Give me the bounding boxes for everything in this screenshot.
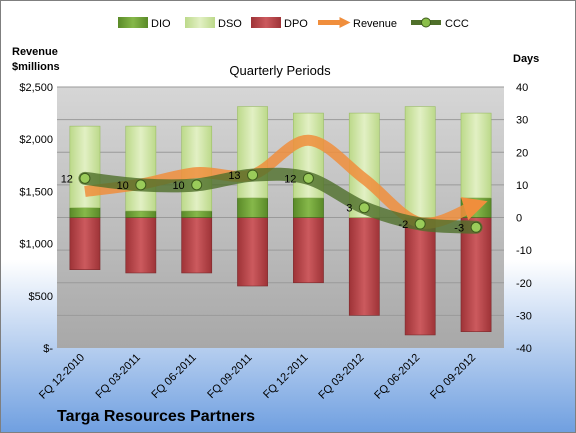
bar-dpo [69, 217, 101, 271]
right-tick-label: -30 [516, 310, 532, 322]
bar-dso [404, 106, 436, 218]
left-tick-label: $1,500 [19, 186, 53, 198]
series-lines: 12 10 10 13 12 3 -2 -3 [61, 134, 488, 234]
left-tick-label: $- [43, 343, 53, 355]
legend-swatch-dpo [251, 17, 281, 28]
right-tick-label: 10 [516, 180, 528, 192]
bar-dio [181, 210, 213, 218]
bar-dpo [348, 217, 380, 316]
ccc-data-label: 10 [117, 180, 129, 192]
left-axis-label-line1: Revenue [12, 46, 58, 58]
right-axis-label: Days [513, 53, 539, 65]
ccc-line [78, 167, 483, 234]
ccc-point [79, 172, 91, 184]
legend-swatch-ccc-marker [421, 17, 431, 28]
bar-dio [293, 197, 324, 218]
bar-dso [237, 106, 268, 199]
right-tick-label: -10 [516, 245, 532, 257]
ccc-data-label: 12 [61, 173, 73, 185]
legend-item-dpo: DPO [251, 17, 308, 30]
ccc-point [247, 169, 259, 181]
right-tick-label: 30 [516, 115, 528, 127]
bar-dpo [460, 217, 492, 332]
ccc-data-label: 12 [284, 173, 296, 185]
ccc-point [358, 202, 370, 214]
left-tick-label: $2,500 [19, 82, 53, 94]
left-tick-label: $500 [29, 291, 53, 303]
chart-title: Quarterly Periods [229, 63, 331, 78]
ccc-point [191, 179, 203, 191]
legend-swatch-dio [118, 17, 148, 28]
left-axis-label-line2: $millions [12, 61, 60, 73]
ccc-point [135, 179, 147, 191]
ccc-data-label: 3 [346, 203, 352, 215]
company-name: Targa Resources Partners [57, 408, 255, 425]
ccc-data-label: -2 [398, 219, 408, 231]
legend-item-dio: DIO [118, 17, 171, 30]
legend-label-dpo: DPO [284, 18, 308, 30]
ccc-data-label: 10 [172, 180, 184, 192]
legend-label-revenue: Revenue [353, 18, 397, 30]
ccc-data-label: -3 [454, 222, 464, 234]
legend-item-dso: DSO [185, 17, 242, 30]
bar-dio [69, 207, 101, 218]
legend-label-dso: DSO [218, 18, 242, 30]
legend-item-ccc: CCC [411, 17, 469, 30]
ccc-point [470, 221, 482, 233]
bar-dpo [237, 217, 268, 287]
bar-dpo [125, 217, 157, 274]
bar-dpo [181, 217, 213, 274]
bar-dio [125, 210, 157, 218]
bar-dpo [293, 217, 324, 284]
legend-label-dio: DIO [151, 18, 171, 30]
left-tick-label: $1,000 [19, 239, 53, 251]
ccc-point [302, 172, 314, 184]
right-tick-label: 20 [516, 147, 528, 159]
ccc-point [414, 218, 426, 230]
right-tick-label: 40 [516, 82, 528, 94]
left-tick-label: $2,000 [19, 134, 53, 146]
legend: DIO DSO DPO Revenue CCC [118, 16, 469, 30]
bars [69, 106, 492, 336]
right-tick-label: 0 [516, 213, 522, 225]
right-tick-label: -40 [516, 343, 532, 355]
legend-label-ccc: CCC [445, 18, 469, 30]
legend-swatch-dso [185, 17, 215, 28]
bar-dso [125, 125, 157, 212]
ccc-data-label: 13 [228, 170, 240, 182]
legend-item-revenue: Revenue [318, 16, 397, 30]
bar-dso [460, 112, 492, 199]
bar-dio [237, 197, 268, 218]
bar-dpo [404, 217, 436, 336]
right-tick-label: -20 [516, 278, 532, 290]
